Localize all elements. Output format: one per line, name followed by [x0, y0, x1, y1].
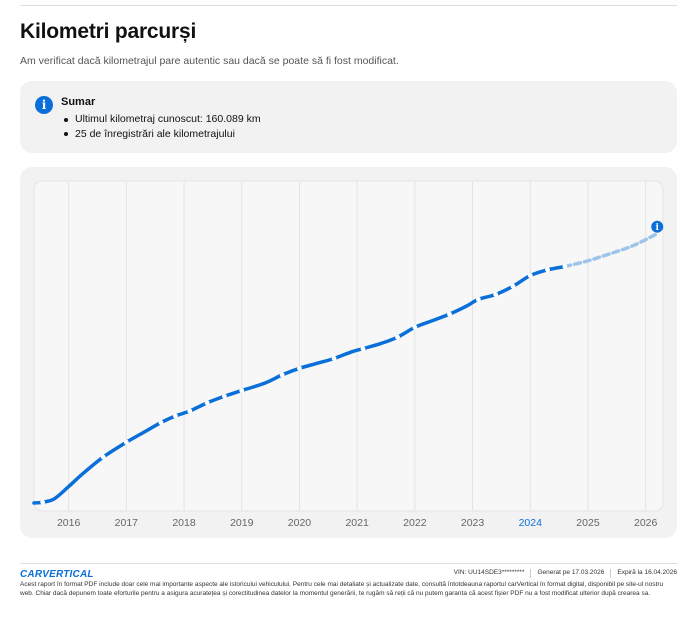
generated-date: Generat pe 17.03.2026 [537, 569, 605, 576]
x-tick-label: 2016 [57, 517, 81, 529]
footer-divider [20, 563, 677, 564]
vin-text: VIN: UU14SDE3********* [453, 569, 525, 576]
info-icon[interactable] [651, 220, 664, 233]
mileage-record-point[interactable] [360, 346, 366, 352]
mileage-record-point[interactable] [279, 372, 285, 378]
x-tick-label: 2024 [519, 517, 543, 529]
mileage-record-point[interactable] [172, 413, 178, 419]
brand-logo: CARVERTICAL [20, 569, 94, 580]
mileage-record-point[interactable] [40, 499, 46, 505]
forecast-line [563, 231, 659, 269]
mileage-record-point[interactable] [100, 454, 106, 460]
x-tick-label: 2025 [576, 517, 600, 529]
mileage-record-point[interactable] [510, 283, 516, 289]
mileage-record-point[interactable] [204, 400, 210, 406]
x-tick-label: 2019 [230, 517, 254, 529]
plot-area [33, 180, 664, 512]
mileage-record-point[interactable] [527, 273, 533, 278]
expiry-date: Expiră la 16.04.2026 [617, 569, 677, 576]
summary-item-last-mileage: Ultimul kilometraj cunoscut: 160.089 km [64, 113, 261, 125]
page-title: Kilometri parcurși [20, 20, 197, 43]
mileage-record-point[interactable] [562, 264, 568, 269]
x-tick-label: 2023 [461, 517, 485, 529]
mileage-record-point[interactable] [187, 408, 193, 414]
mileage-record-point[interactable] [239, 388, 245, 393]
meta-separator [530, 569, 532, 578]
mileage-record-point[interactable] [545, 267, 550, 273]
mileage-record-point[interactable] [331, 356, 337, 361]
summary-item-record-count: 25 de înregistrări ale kilometrajului [64, 127, 261, 142]
x-tick-label: 2020 [288, 517, 312, 529]
x-tick-label: 2017 [115, 517, 139, 529]
page-subtitle: Am verificat dacă kilometrajul pare aute… [20, 55, 399, 67]
disclaimer-text: Acest raport în format PDF include doar … [20, 581, 664, 597]
footer-meta: VIN: UU14SDE3********* Generat pe 17.03.… [454, 569, 677, 578]
x-tick-label: 2018 [172, 517, 196, 529]
top-divider [20, 5, 677, 6]
mileage-record-point[interactable] [158, 420, 164, 425]
x-tick-label: 2022 [403, 517, 427, 529]
summary-title: Sumar [61, 96, 96, 108]
summary-box: i Sumar Ultimul kilometraj cunoscut: 160… [20, 81, 677, 153]
mileage-record-point[interactable] [493, 292, 499, 297]
mileage-record-point[interactable] [475, 296, 481, 302]
info-icon: i [35, 96, 53, 114]
mileage-record-point[interactable] [447, 311, 452, 317]
x-tick-label: 2021 [345, 517, 369, 529]
mileage-record-point[interactable] [123, 439, 129, 445]
x-tick-label: 2026 [634, 517, 658, 529]
mileage-chart-card: 2016 2017 2018 2019 2020 2021 2022 2023 2024 2025… [20, 167, 677, 538]
mileage-record-point[interactable] [297, 365, 302, 371]
mileage-chart: 2016 2017 2018 2019 2020 2021 2022 2023 2024 2025… [32, 180, 664, 529]
mileage-record-point[interactable] [222, 393, 227, 399]
meta-separator [610, 569, 612, 578]
info-icon-glyph: i [656, 223, 660, 233]
mileage-record-point[interactable] [395, 334, 400, 340]
summary-list: Ultimul kilometraj cunoscut: 160.089 km … [64, 112, 261, 142]
mileage-record-point[interactable] [412, 324, 418, 330]
